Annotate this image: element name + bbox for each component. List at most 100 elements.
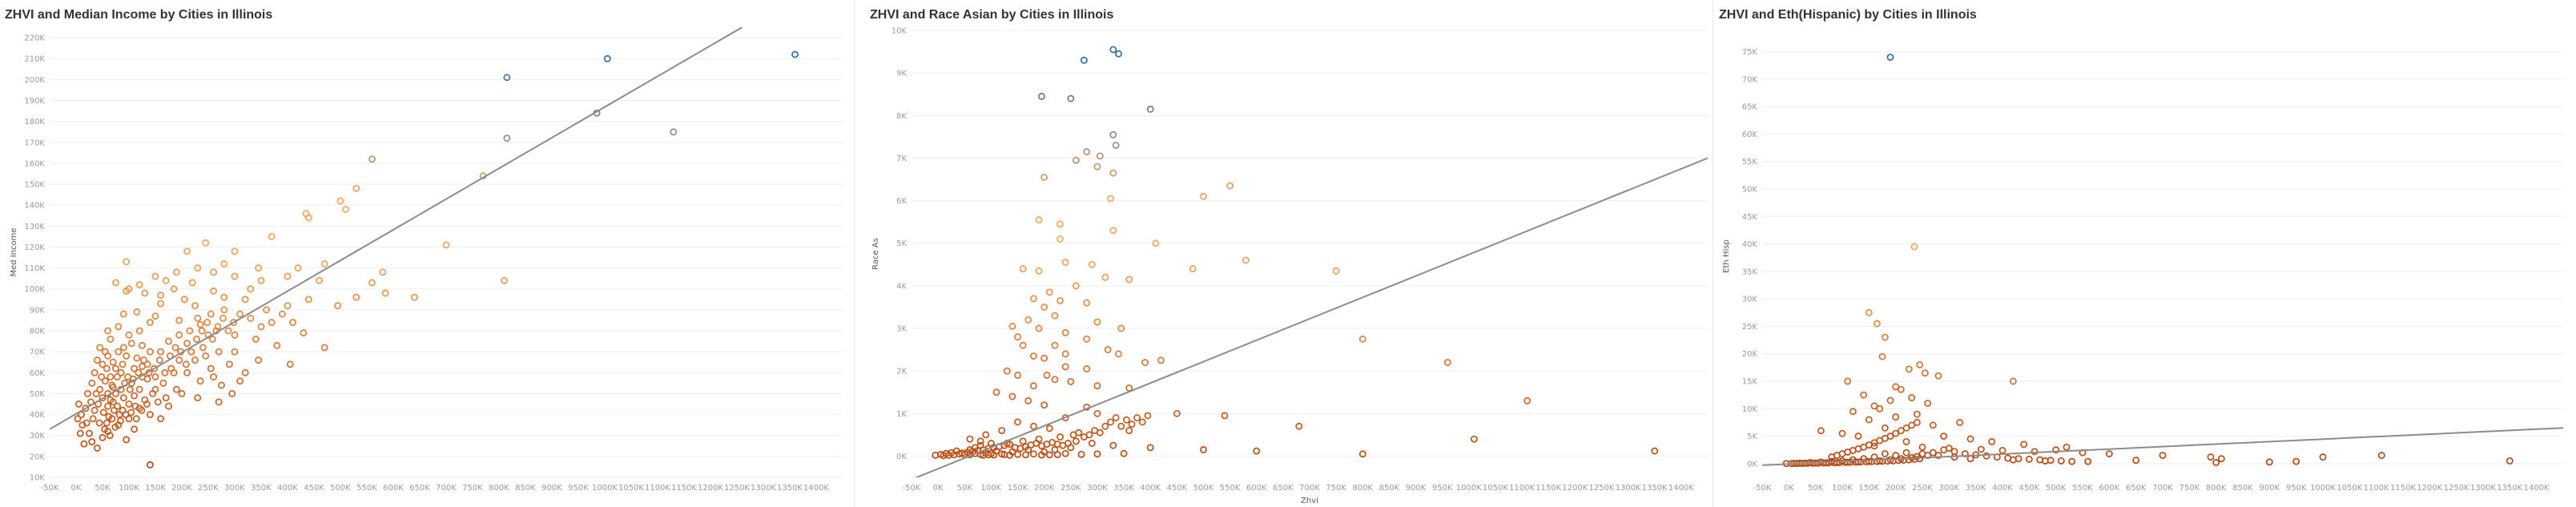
chart-title-hispanic: ZHVI and Eth(Hispanic) by Cities in Illi… bbox=[1719, 8, 1977, 22]
x-tick-label: 800K bbox=[489, 484, 509, 493]
data-point bbox=[501, 276, 509, 284]
scatter-chart-race-asian[interactable]: 0K 1K 2K 3K 4K 5K 6K 7K 8K 9K 10K -50K 0K 50K 100K 150K… bbox=[865, 0, 1710, 507]
y-tick-label: 220K bbox=[24, 34, 45, 43]
data-point bbox=[183, 247, 191, 256]
data-point bbox=[670, 128, 678, 136]
data-point bbox=[1998, 446, 2006, 454]
data-point bbox=[1358, 450, 1366, 458]
y-tick-label: 10K bbox=[892, 27, 908, 36]
x-tick-label: 850K bbox=[2232, 484, 2253, 493]
x-tick-label: 1150K bbox=[671, 484, 697, 493]
data-point bbox=[199, 344, 207, 352]
scatter-chart-hispanic[interactable]: 0K 5K 10K 15K 20K 25K 30K 35K 40K 45K 50K 55K 60K 65K… bbox=[1714, 0, 2576, 507]
scatter-chart-median-income[interactable]: 10K 20K 30K 40K 50K 60K 70K 80K 90K 100K 110K 120K 1… bbox=[0, 0, 849, 507]
x-tick-label: 1200K bbox=[1562, 484, 1588, 493]
y-tick-label: 5K bbox=[896, 239, 907, 248]
data-point bbox=[123, 258, 131, 266]
data-point bbox=[1886, 53, 1894, 61]
data-point bbox=[1916, 360, 1924, 368]
data-point bbox=[194, 314, 202, 322]
data-point bbox=[2319, 453, 2327, 461]
x-axis-title: Zhvi bbox=[1301, 497, 1318, 505]
x-tick-label: 500K bbox=[2046, 484, 2067, 493]
x-tick-label: 1400K bbox=[1668, 484, 1694, 493]
x-tick-label: 1100K bbox=[2364, 484, 2389, 493]
data-point bbox=[1061, 363, 1069, 371]
data-point bbox=[966, 435, 974, 443]
data-point bbox=[1817, 427, 1825, 435]
data-point bbox=[1014, 372, 1021, 379]
data-point bbox=[304, 296, 312, 304]
data-point bbox=[1253, 447, 1261, 455]
data-point bbox=[182, 360, 190, 368]
data-point bbox=[1035, 324, 1043, 332]
data-point bbox=[284, 302, 292, 310]
data-point bbox=[107, 396, 115, 404]
data-point bbox=[1061, 259, 1069, 267]
data-point bbox=[1075, 429, 1083, 437]
data-point bbox=[96, 344, 104, 352]
data-point bbox=[1117, 422, 1125, 430]
data-point bbox=[1221, 412, 1229, 420]
data-point bbox=[88, 379, 96, 387]
y-tick-label: 45K bbox=[1742, 213, 1758, 222]
x-tick-label: 1300K bbox=[1616, 484, 1641, 493]
data-point bbox=[84, 389, 91, 397]
data-point bbox=[1051, 341, 1059, 349]
data-point bbox=[1014, 418, 1021, 426]
data-point bbox=[99, 360, 107, 368]
data-point bbox=[193, 336, 200, 343]
y-tick-label: 35K bbox=[1742, 268, 1758, 276]
y-tick-label: 30K bbox=[30, 432, 46, 441]
data-point bbox=[1876, 457, 1884, 465]
x-tick-label: 650K bbox=[1273, 484, 1294, 493]
x-tick-label: 650K bbox=[2126, 484, 2147, 493]
data-point bbox=[1128, 420, 1136, 429]
data-point bbox=[1053, 451, 1061, 459]
data-point bbox=[1072, 282, 1080, 290]
data-point bbox=[170, 368, 178, 376]
x-tick-label: 1200K bbox=[2417, 484, 2442, 493]
data-point bbox=[1934, 452, 1942, 460]
x-tick-label: 1300K bbox=[751, 484, 776, 493]
x-tick-label: 250K bbox=[198, 484, 219, 493]
data-point bbox=[2036, 456, 2044, 464]
data-point bbox=[442, 241, 450, 249]
data-point bbox=[1014, 333, 1021, 341]
data-point bbox=[1019, 265, 1027, 273]
data-point bbox=[119, 310, 127, 318]
y-tick-label: 30K bbox=[1742, 296, 1758, 304]
y-tick-label: 4K bbox=[896, 282, 907, 291]
data-point bbox=[289, 319, 297, 327]
data-point bbox=[1122, 416, 1130, 424]
data-point bbox=[255, 264, 263, 272]
data-point bbox=[146, 411, 154, 419]
data-point bbox=[1035, 267, 1043, 275]
data-point bbox=[93, 356, 101, 364]
data-point bbox=[116, 416, 124, 425]
data-point bbox=[95, 419, 103, 427]
data-point bbox=[1189, 265, 1197, 273]
data-point bbox=[932, 451, 940, 459]
y-tick-label: 40K bbox=[30, 411, 46, 420]
data-point bbox=[135, 385, 143, 393]
data-point bbox=[1045, 425, 1053, 433]
data-point bbox=[1093, 450, 1101, 458]
data-point bbox=[1117, 324, 1125, 332]
data-point bbox=[1093, 318, 1101, 326]
data-point bbox=[1881, 424, 1889, 432]
x-tick-label: 400K bbox=[277, 484, 298, 493]
data-point bbox=[263, 306, 271, 314]
data-point bbox=[210, 373, 218, 380]
data-point bbox=[1093, 409, 1101, 417]
data-point bbox=[1067, 95, 1075, 103]
data-point bbox=[2057, 457, 2065, 465]
x-tick-label: 350K bbox=[1113, 484, 1134, 493]
y-tick-label: 50K bbox=[1742, 186, 1758, 195]
data-point bbox=[151, 373, 159, 380]
x-tick-label: 900K bbox=[2260, 484, 2280, 493]
data-point bbox=[1051, 312, 1059, 320]
data-point bbox=[115, 348, 123, 356]
data-point bbox=[170, 285, 178, 293]
y-tick-label: 150K bbox=[24, 181, 45, 190]
